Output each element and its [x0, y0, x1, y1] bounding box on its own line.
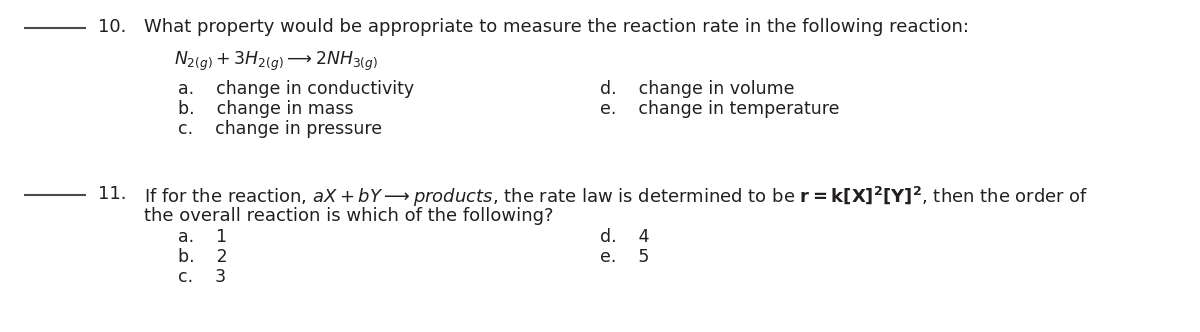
Text: a.    change in conductivity: a. change in conductivity	[178, 80, 414, 98]
Text: c.    change in pressure: c. change in pressure	[178, 120, 382, 138]
Text: the overall reaction is which of the following?: the overall reaction is which of the fol…	[144, 207, 553, 225]
Text: e.    5: e. 5	[600, 248, 649, 266]
Text: 11.: 11.	[98, 185, 127, 203]
Text: $N_{2(g)} + 3H_{2(g)} \longrightarrow 2NH_{3(g)}$: $N_{2(g)} + 3H_{2(g)} \longrightarrow 2N…	[174, 50, 378, 73]
Text: What property would be appropriate to measure the reaction rate in the following: What property would be appropriate to me…	[144, 18, 970, 36]
Text: 10.: 10.	[98, 18, 127, 36]
Text: e.    change in temperature: e. change in temperature	[600, 100, 840, 118]
Text: b.    2: b. 2	[178, 248, 227, 266]
Text: b.    change in mass: b. change in mass	[178, 100, 353, 118]
Text: d.    change in volume: d. change in volume	[600, 80, 794, 98]
Text: d.    4: d. 4	[600, 228, 649, 246]
Text: If for the reaction, $aX + bY\longrightarrow \mathit{products}$, the rate law is: If for the reaction, $aX + bY\longrighta…	[144, 185, 1088, 209]
Text: a.    1: a. 1	[178, 228, 227, 246]
Text: c.    3: c. 3	[178, 268, 226, 286]
